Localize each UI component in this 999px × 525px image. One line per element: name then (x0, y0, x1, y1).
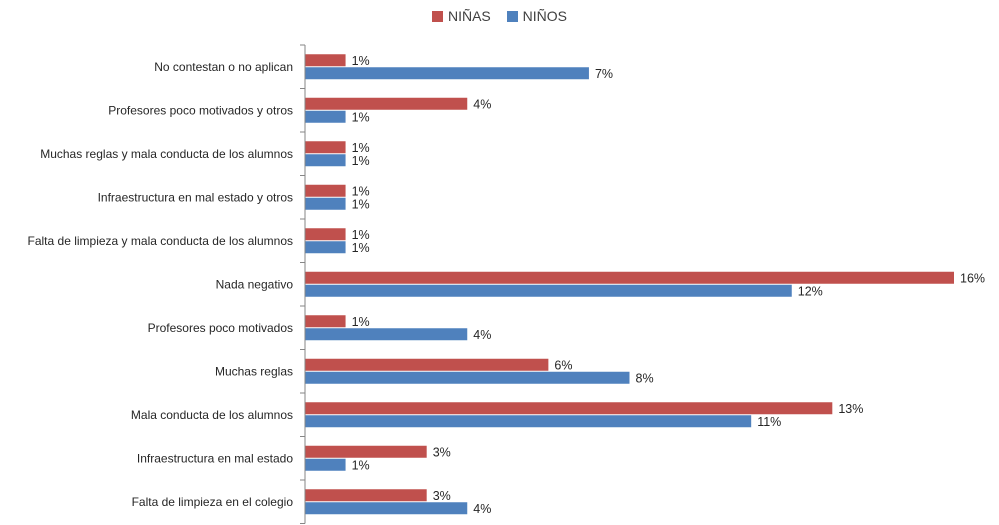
bar-ninos (305, 241, 346, 254)
bar-ninos (305, 110, 346, 123)
data-label: 1% (352, 458, 370, 472)
bar-ninas (305, 445, 427, 458)
data-label: 1% (352, 228, 370, 242)
data-label: 1% (352, 197, 370, 211)
category-label: Infraestructura en mal estado y otros (98, 190, 293, 204)
data-label: 6% (554, 358, 572, 372)
data-label: 4% (473, 97, 491, 111)
bar-ninos (305, 284, 792, 297)
bar-ninas (305, 358, 549, 371)
bar-ninas (305, 271, 954, 284)
bar-ninas (305, 54, 346, 67)
data-label: 3% (433, 489, 451, 503)
bar-ninas (305, 97, 468, 110)
bar-ninos (305, 458, 346, 471)
bar-ninos (305, 67, 589, 80)
category-label: Nada negativo (216, 277, 294, 291)
data-label: 3% (433, 445, 451, 459)
legend-swatch-ninas (431, 10, 443, 22)
data-label: 1% (352, 315, 370, 329)
bar-ninas (305, 489, 427, 502)
legend-label-ninos: NIÑOS (522, 8, 568, 24)
category-label: No contestan o no aplican (154, 60, 293, 74)
bar-ninas (305, 228, 346, 241)
data-label: 11% (757, 415, 781, 429)
category-label: Profesores poco motivados (148, 321, 293, 335)
data-label: 1% (352, 54, 370, 68)
category-label: Falta de limpieza y mala conducta de los… (28, 234, 293, 248)
category-label: Muchas reglas y mala conducta de los alu… (40, 147, 293, 161)
bar-ninas (305, 402, 833, 415)
category-label: Mala conducta de los alumnos (131, 408, 293, 422)
bar-ninas (305, 141, 346, 154)
legend-item-ninos: NIÑOS (506, 8, 568, 24)
legend-swatch-ninos (506, 10, 518, 22)
bar-ninas (305, 184, 346, 197)
bar-ninos (305, 502, 468, 515)
data-label: 7% (595, 67, 613, 81)
chart-legend: NIÑAS NIÑOS (0, 8, 999, 24)
data-label: 16% (960, 271, 985, 285)
bar-ninas (305, 315, 346, 328)
legend-label-ninas: NIÑAS (447, 8, 491, 24)
category-label: Falta de limpieza en el colegio (132, 495, 294, 509)
category-label: Muchas reglas (215, 364, 293, 378)
data-label: 1% (352, 110, 370, 124)
data-label: 8% (636, 371, 654, 385)
data-label: 1% (352, 141, 370, 155)
bar-ninos (305, 154, 346, 167)
bar-ninos (305, 197, 346, 210)
data-label: 4% (473, 502, 491, 516)
legend-item-ninas: NIÑAS (431, 8, 491, 24)
category-label: Infraestructura en mal estado (137, 451, 293, 465)
data-label: 1% (352, 241, 370, 255)
data-label: 1% (352, 184, 370, 198)
category-label: Profesores poco motivados y otros (108, 103, 293, 117)
data-label: 12% (798, 284, 823, 298)
bar-ninos (305, 371, 630, 384)
bar-ninos (305, 328, 468, 341)
data-label: 4% (473, 328, 491, 342)
bar-ninos (305, 415, 752, 428)
data-label: 1% (352, 154, 370, 168)
data-label: 13% (838, 402, 863, 416)
